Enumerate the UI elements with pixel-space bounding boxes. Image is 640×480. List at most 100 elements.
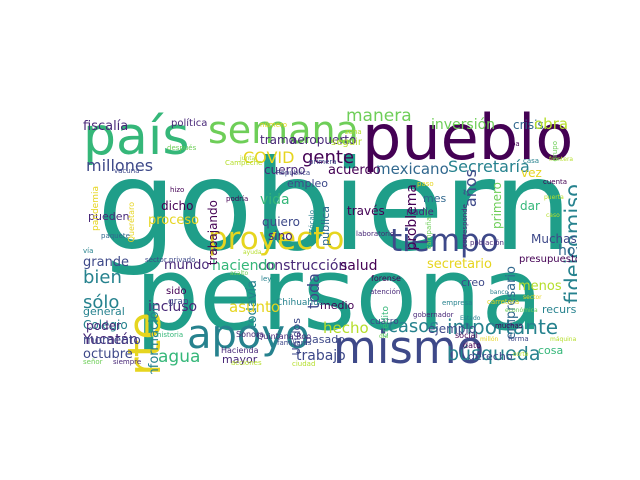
word: empleo	[287, 177, 329, 190]
word: día	[379, 333, 389, 340]
word: casos	[388, 316, 439, 337]
word: Estado	[460, 315, 481, 322]
word: fiscalía	[83, 119, 129, 134]
word: ir	[423, 206, 431, 219]
word: recurso	[542, 303, 577, 316]
word: podría	[226, 195, 249, 203]
word: Yucatán	[83, 332, 139, 348]
word: dato	[463, 341, 482, 350]
word: Sonora	[236, 330, 265, 339]
word: incluso	[148, 299, 198, 315]
word: campaña	[425, 217, 433, 250]
word: nadie	[406, 207, 434, 218]
word: cuenta	[543, 178, 568, 186]
word: presupuesto	[519, 254, 577, 265]
word: ley	[261, 275, 272, 283]
word: salud	[340, 258, 378, 274]
word: gente	[302, 147, 355, 168]
word: ciudad	[292, 360, 316, 368]
word: empresa	[442, 299, 473, 307]
word: obra	[534, 115, 569, 133]
word: ejemplo	[428, 322, 477, 336]
word: acuerdo	[328, 163, 381, 178]
word: grupo	[551, 141, 559, 162]
word: construcción	[258, 258, 348, 274]
word: política	[171, 118, 208, 129]
word: muchas	[495, 322, 523, 330]
word: años	[461, 169, 480, 208]
word: semana	[208, 108, 359, 152]
word: país	[83, 107, 190, 167]
word: agua	[158, 347, 201, 367]
word: dar	[520, 199, 540, 213]
word: corte	[513, 351, 529, 358]
word: ayuda	[243, 249, 262, 256]
word: mundo	[164, 258, 210, 273]
word: poder	[86, 319, 121, 333]
word: junta	[240, 155, 256, 162]
word: tiempo	[390, 223, 499, 259]
word: millón	[480, 336, 499, 343]
word: primera	[309, 158, 337, 166]
word: Secretaría	[448, 157, 530, 176]
word: carretera	[487, 298, 520, 306]
word: pasado	[305, 333, 345, 346]
word: número	[260, 121, 288, 129]
word: secretario	[427, 257, 492, 272]
word: Zócalo	[308, 210, 316, 234]
word: millones	[86, 156, 154, 175]
word: paso	[417, 180, 434, 188]
word: paquete	[101, 232, 130, 240]
word: social	[455, 331, 478, 340]
word: mes	[423, 192, 447, 205]
word: aeropuerto	[290, 133, 357, 147]
word: vez	[521, 166, 542, 180]
word: hoy	[558, 243, 577, 259]
word: dicho	[161, 199, 194, 213]
word: menos	[518, 279, 562, 294]
word: Quintana Roo	[257, 332, 312, 341]
word: pandemia	[91, 186, 101, 231]
word: derecho	[468, 350, 513, 363]
word: cuerpo	[264, 163, 306, 177]
word: importante	[447, 315, 559, 339]
word: República	[276, 169, 311, 177]
word: hecho	[323, 319, 369, 337]
word: inversión	[431, 117, 496, 133]
word: Campeche	[225, 159, 263, 167]
word: puerta	[544, 194, 564, 201]
word: corresponde	[461, 204, 469, 248]
word: iba	[509, 140, 520, 148]
word: económica	[505, 307, 538, 314]
word: después	[167, 144, 197, 152]
word: pueblo	[362, 107, 574, 174]
word: caso	[546, 212, 560, 219]
word: apoyo	[187, 312, 310, 358]
word: general	[83, 305, 125, 318]
word: través	[347, 204, 385, 218]
word: Hacienda	[221, 346, 259, 355]
word: crisis	[513, 118, 544, 132]
word: trabajando	[206, 200, 220, 266]
word: gobernador	[413, 311, 454, 319]
word: sector privado	[145, 256, 196, 264]
word: laboratorio	[356, 230, 395, 238]
word-cloud: gobiernopersona pueblo país semana mismo apoy…	[80, 107, 577, 374]
word: proyecto	[208, 221, 345, 257]
word: haciendo	[212, 258, 276, 274]
word: mismo	[333, 321, 485, 374]
word: sólo	[83, 292, 120, 313]
word: vía	[83, 247, 94, 255]
word: gobierno	[97, 134, 577, 279]
word: historia	[157, 331, 184, 339]
word: casa	[523, 157, 540, 165]
word: seguir	[331, 137, 362, 148]
word: primero	[490, 182, 504, 229]
word: Querétaro	[127, 202, 136, 243]
word: atención	[370, 288, 401, 296]
word: Chihuahua	[276, 298, 325, 308]
word: bien	[83, 267, 122, 288]
word: tramo	[260, 133, 297, 147]
word: creo	[461, 276, 485, 289]
word: momento	[83, 333, 141, 347]
